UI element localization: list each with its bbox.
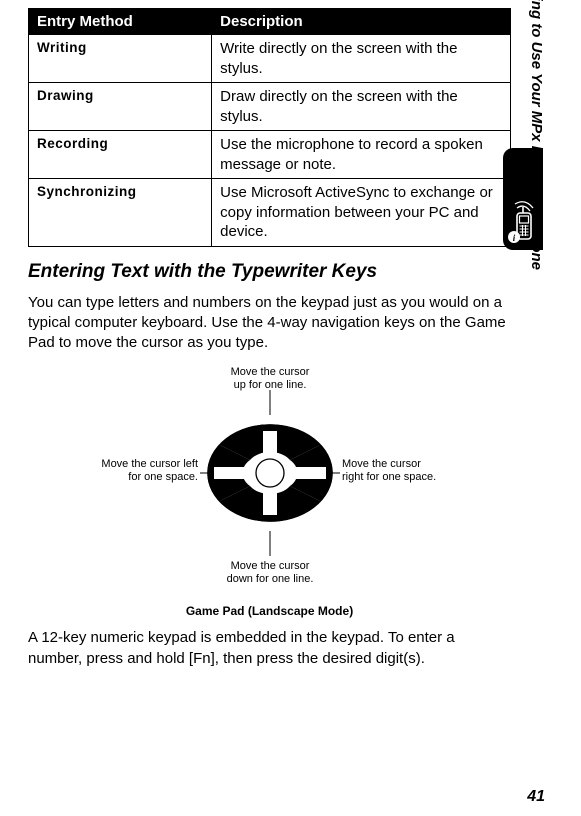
cell-desc: Use the microphone to record a spoken me… xyxy=(212,131,511,179)
cell-method: Drawing xyxy=(29,83,212,131)
diagram-down-label-l1: Move the cursor xyxy=(230,560,309,572)
cell-desc: Write directly on the screen with the st… xyxy=(212,35,511,83)
diagram-down-label-l2: down for one line. xyxy=(226,573,313,585)
cell-method: Recording xyxy=(29,131,212,179)
diagram-right-label-l2: right for one space. xyxy=(342,471,436,483)
cell-method: Synchronizing xyxy=(29,179,212,247)
diagram-caption: Game Pad (Landscape Mode) xyxy=(28,604,511,618)
table-row: Synchronizing Use Microsoft ActiveSync t… xyxy=(29,179,511,247)
paragraph-2: A 12-key numeric keypad is embedded in t… xyxy=(28,628,511,669)
cell-desc: Use Microsoft ActiveSync to exchange or … xyxy=(212,179,511,247)
diagram-up-label-l1: Move the cursor xyxy=(230,366,309,378)
diagram-up-label-l2: up for one line. xyxy=(233,379,306,391)
page-number: 41 xyxy=(527,788,545,806)
diagram-left-label-l2: for one space. xyxy=(128,471,198,483)
diagram-right-label-l1: Move the cursor xyxy=(342,458,421,470)
side-chapter-title: Learning to Use Your MPx Pocket PC Phone xyxy=(528,0,545,270)
diagram-left-label-l1: Move the cursor left xyxy=(101,458,198,470)
entry-method-table: Entry Method Description Writing Write d… xyxy=(28,8,511,247)
paragraph-1: You can type letters and numbers on the … xyxy=(28,293,511,354)
th-desc: Description xyxy=(212,9,511,35)
table-row: Recording Use the microphone to record a… xyxy=(29,131,511,179)
table-row: Drawing Draw directly on the screen with… xyxy=(29,83,511,131)
section-title: Entering Text with the Typewriter Keys xyxy=(28,261,511,283)
cell-desc: Draw directly on the screen with the sty… xyxy=(212,83,511,131)
gamepad-diagram: Move the cursor up for one line. Move th… xyxy=(90,363,450,598)
th-method: Entry Method xyxy=(29,9,212,35)
cell-method: Writing xyxy=(29,35,212,83)
table-row: Writing Write directly on the screen wit… xyxy=(29,35,511,83)
